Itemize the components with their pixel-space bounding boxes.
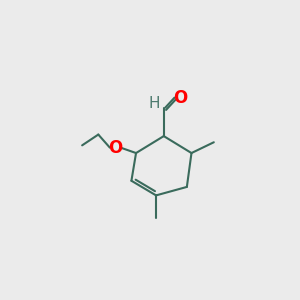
Text: O: O (174, 88, 188, 106)
Text: H: H (148, 96, 160, 111)
Text: O: O (108, 139, 122, 157)
